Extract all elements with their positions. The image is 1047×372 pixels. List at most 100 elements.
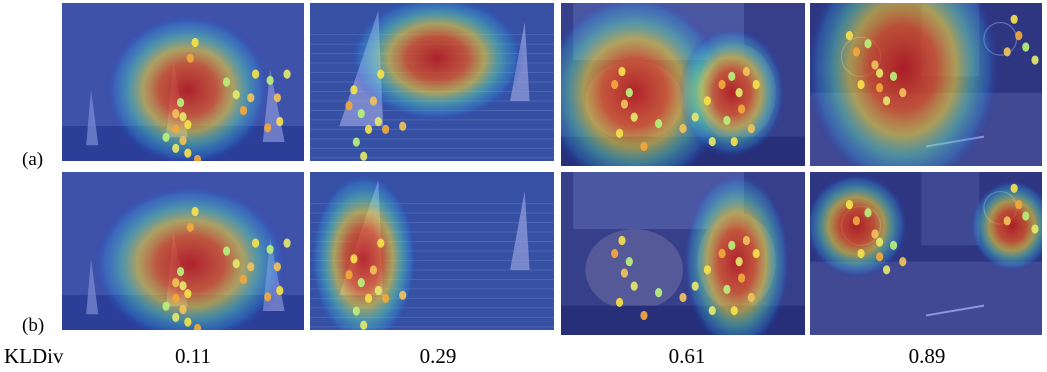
fixation-point [364, 124, 373, 134]
fixation-point [179, 112, 187, 122]
fixation-point [266, 75, 274, 86]
fixation-point [857, 79, 865, 90]
metric-value-2: 0.29 [419, 344, 457, 368]
fixation-point [377, 69, 385, 79]
fixation-point [266, 244, 274, 255]
fixation-point [876, 252, 884, 262]
fixation-point [655, 288, 663, 298]
fixation-point [191, 37, 199, 48]
fixation-point [1015, 30, 1023, 41]
fixation-point [283, 69, 291, 79]
fixation-point [845, 200, 854, 210]
fixation-point [1022, 211, 1030, 221]
fixation-point [382, 293, 390, 303]
fixation-point [222, 77, 231, 87]
fixation-point [377, 238, 385, 248]
fixation-point [247, 262, 255, 272]
fixation-point [882, 265, 891, 275]
fixation-point [374, 285, 382, 296]
fixation-point [889, 71, 898, 81]
row-label-a: (a) [22, 149, 44, 170]
fixation-point [264, 123, 272, 133]
fixation-point [1015, 200, 1023, 210]
fixation-point [357, 109, 365, 119]
fixation-point [352, 137, 360, 147]
saliency-panel-b1 [62, 172, 304, 330]
fixation-point [882, 96, 891, 106]
fixation-point [655, 119, 663, 129]
saliency-panel-b3 [561, 172, 805, 335]
fixation-point [239, 274, 248, 285]
saliency-panel-a2 [310, 3, 554, 161]
fixation-point [345, 101, 353, 111]
fixation-point [184, 289, 192, 299]
saliency-panel-a1 [62, 3, 304, 161]
fixation-point [871, 60, 879, 70]
fixation-point [252, 69, 260, 79]
fixation-point [620, 99, 629, 109]
fixation-point [186, 222, 194, 232]
metric-value-1: 0.11 [175, 344, 211, 368]
fixation-point [374, 116, 382, 127]
fixation-point [172, 293, 180, 303]
fixation-point [179, 135, 187, 146]
fixation-point [193, 154, 202, 161]
fixation-point [747, 123, 755, 134]
fixation-point [179, 281, 187, 291]
fixation-point [179, 304, 187, 315]
fixation-point [857, 248, 865, 259]
fixation-point [222, 246, 231, 256]
fixation-point [399, 121, 407, 131]
fixation-point [871, 229, 879, 239]
fixation-point [864, 39, 872, 49]
fixation-point [615, 128, 624, 138]
fixation-point [718, 248, 726, 259]
fixation-point [618, 235, 626, 246]
fixation-point [176, 266, 185, 277]
fixation-point [273, 93, 281, 103]
fixation-point [615, 297, 624, 307]
fixation-point [625, 88, 633, 98]
metric-name: KLDiv [4, 344, 64, 368]
fixation-point [1031, 55, 1039, 65]
fixation-point [186, 53, 194, 63]
fixation-point [172, 124, 180, 134]
fixation-point [273, 262, 281, 272]
fixation-point [172, 143, 180, 153]
fixation-point [184, 148, 192, 158]
fixation-point [184, 317, 192, 327]
fixation-point [1010, 183, 1018, 193]
fixation-point [352, 306, 360, 316]
fixation-point [382, 124, 390, 134]
fixation-point [1010, 14, 1018, 24]
fixation-point [679, 123, 687, 134]
fixation-point [691, 281, 699, 291]
fixation-point [193, 323, 202, 330]
fixation-point [184, 120, 192, 130]
fixation-point [162, 301, 170, 311]
fixation-point [239, 105, 248, 116]
fixation-point [640, 310, 648, 321]
fixation-point [369, 96, 378, 106]
fixation-point [864, 208, 872, 218]
fixation-point [611, 248, 619, 259]
fixation-point [708, 305, 716, 316]
fixation-point [364, 293, 373, 303]
saliency-panel-b4 [810, 172, 1042, 335]
fixation-point [350, 85, 358, 95]
fixation-point [399, 290, 407, 300]
fixation-point [899, 88, 907, 98]
fixation-point [350, 254, 358, 264]
fixation-point [899, 257, 907, 267]
fixation-point [876, 68, 884, 78]
fixation-point [728, 71, 736, 81]
fixation-point [176, 97, 185, 108]
fixation-point [730, 305, 738, 316]
fixation-point [703, 96, 711, 106]
fixation-point [625, 257, 633, 267]
fixation-point [1003, 216, 1011, 226]
fixation-point [752, 79, 760, 90]
fixation-point [747, 292, 755, 303]
fixation-point [360, 320, 368, 330]
fixation-point [357, 278, 365, 288]
